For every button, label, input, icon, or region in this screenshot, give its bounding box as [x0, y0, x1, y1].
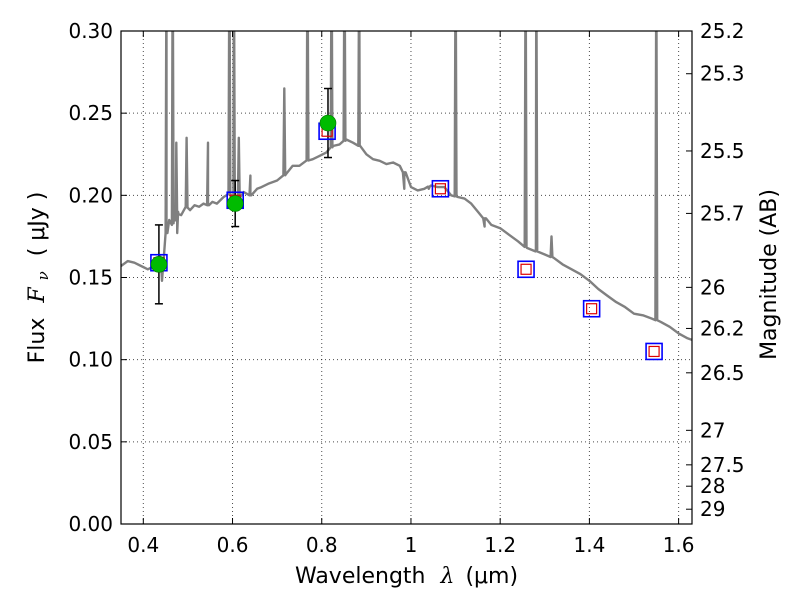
- y-tick-label: 0.30: [68, 19, 113, 43]
- model-photometry-inner-square: [648, 345, 660, 358]
- y-tick-label: 0.10: [68, 348, 113, 372]
- y-axis-title-symbol: F: [25, 287, 50, 304]
- observed-photometry-point: [319, 114, 337, 132]
- x-axis-title-text: Wavelength: [295, 564, 426, 589]
- x-axis-title-unit: (μm): [465, 564, 518, 589]
- y2-tick-label: 27: [700, 418, 725, 442]
- x-tick-label: 1: [405, 533, 418, 557]
- y2-tick-label: 25.7: [700, 201, 745, 225]
- y-tick-label: 0.05: [68, 430, 113, 454]
- y-axis-title: Flux F ν ( μJy ): [25, 192, 54, 364]
- y2-axis-title: Magnitude (AB): [757, 189, 782, 360]
- y-tick-label: 0.00: [68, 512, 113, 536]
- y2-tick-label: 29: [700, 497, 725, 521]
- x-tick-label: 0.4: [127, 533, 159, 557]
- y2-tick-label: 28: [700, 474, 725, 498]
- spectrum-layer: [121, 31, 692, 342]
- model-photometry-square: [645, 342, 663, 361]
- observed-photometry-point: [226, 195, 244, 212]
- observed-photometry-point: [150, 256, 168, 273]
- x-tick-label: 1.6: [663, 533, 695, 557]
- points-layer: [150, 87, 663, 361]
- y-axis-title-subscript: ν: [34, 271, 52, 280]
- model-photometry-square: [582, 299, 601, 318]
- y2-tick-label: 26: [700, 275, 725, 299]
- y2-tick-label: 25.3: [700, 62, 745, 86]
- model-photometry-inner-square: [520, 263, 532, 275]
- y2-tick-label: 27.5: [700, 453, 745, 477]
- model-photometry-square: [431, 179, 450, 198]
- y-tick-label: 0.20: [68, 183, 113, 207]
- y2-tick-label: 26.5: [700, 361, 745, 385]
- grid-layer: [121, 30, 692, 525]
- y2-tick-label: 26.2: [700, 316, 745, 340]
- y-tick-label: 0.25: [68, 101, 113, 125]
- y2-tick-label: 25.2: [700, 19, 745, 43]
- x-axis-title: Wavelength λ (μm): [295, 564, 518, 589]
- y-axis-title-unit: ( μJy ): [25, 192, 50, 257]
- plot-frame: [120, 30, 693, 525]
- x-tick-label: 1.4: [573, 533, 605, 557]
- model-photometry-inner-square: [586, 303, 598, 315]
- y-axis-title-text: Flux: [25, 318, 50, 364]
- model-photometry-inner-square: [434, 183, 447, 195]
- tick-layer: 0.4 0.6 0.8 1 1.2 1.4 1.6 0.00 0.05 0.10 0.15 0.20 0…: [68, 19, 744, 557]
- y2-tick-label: 25.5: [700, 139, 745, 163]
- x-tick-label: 0.6: [217, 533, 249, 557]
- x-tick-label: 1.2: [484, 533, 516, 557]
- x-axis-title-symbol: λ: [439, 564, 454, 589]
- spectrum-line: [121, 31, 692, 342]
- y-tick-label: 0.15: [68, 266, 113, 290]
- model-photometry-square: [517, 260, 535, 279]
- x-tick-label: 0.8: [306, 533, 338, 557]
